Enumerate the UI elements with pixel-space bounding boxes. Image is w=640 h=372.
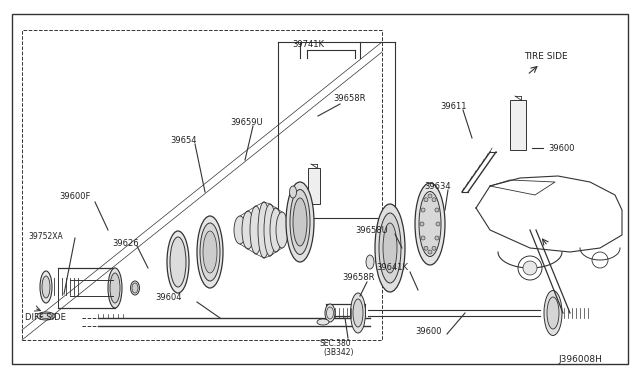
Ellipse shape	[276, 212, 288, 248]
Ellipse shape	[40, 271, 52, 303]
Bar	[510, 100, 526, 150]
Ellipse shape	[428, 250, 432, 254]
Text: 39658U: 39658U	[355, 225, 388, 234]
Text: 39600F: 39600F	[59, 192, 90, 201]
Ellipse shape	[420, 222, 424, 226]
Text: 39626: 39626	[112, 240, 139, 248]
Text: 39654: 39654	[170, 135, 196, 144]
Ellipse shape	[383, 223, 397, 273]
Ellipse shape	[108, 268, 122, 308]
Ellipse shape	[435, 236, 439, 240]
Ellipse shape	[290, 189, 310, 254]
Ellipse shape	[37, 312, 55, 320]
Ellipse shape	[197, 216, 223, 288]
Ellipse shape	[234, 216, 246, 244]
Ellipse shape	[428, 194, 432, 198]
Ellipse shape	[40, 314, 52, 318]
Ellipse shape	[424, 246, 428, 250]
Text: 39658R: 39658R	[342, 273, 374, 282]
Text: J396008H: J396008H	[558, 356, 602, 365]
Bar	[308, 168, 320, 204]
Text: SEC.380: SEC.380	[320, 340, 351, 349]
Ellipse shape	[351, 293, 365, 333]
Ellipse shape	[415, 183, 445, 265]
Ellipse shape	[421, 236, 425, 240]
Ellipse shape	[547, 297, 559, 329]
Text: 39611: 39611	[440, 102, 467, 110]
Ellipse shape	[110, 273, 120, 303]
Text: 39634: 39634	[424, 182, 451, 190]
Ellipse shape	[293, 198, 307, 246]
Ellipse shape	[432, 246, 436, 250]
Ellipse shape	[258, 202, 270, 258]
Ellipse shape	[435, 208, 439, 212]
Ellipse shape	[132, 283, 138, 293]
Ellipse shape	[419, 192, 441, 257]
Ellipse shape	[289, 186, 296, 198]
Text: DIFF SIDE: DIFF SIDE	[25, 314, 66, 323]
Ellipse shape	[326, 307, 333, 319]
Ellipse shape	[131, 281, 140, 295]
Text: 39604: 39604	[155, 294, 182, 302]
Ellipse shape	[421, 208, 425, 212]
Ellipse shape	[242, 211, 254, 249]
Text: 39658R: 39658R	[333, 93, 365, 103]
Ellipse shape	[42, 276, 50, 298]
Ellipse shape	[325, 304, 335, 322]
Ellipse shape	[200, 223, 220, 281]
Text: 39659U: 39659U	[230, 118, 262, 126]
Text: TIRE SIDE: TIRE SIDE	[524, 51, 568, 61]
Ellipse shape	[353, 299, 363, 327]
Ellipse shape	[523, 261, 537, 275]
Ellipse shape	[432, 198, 436, 202]
Text: 39600: 39600	[548, 144, 575, 153]
Ellipse shape	[286, 182, 314, 262]
Ellipse shape	[250, 206, 262, 254]
Text: 39741K: 39741K	[292, 39, 324, 48]
Text: 39752XA: 39752XA	[28, 231, 63, 241]
Text: 39641K: 39641K	[376, 263, 408, 273]
Ellipse shape	[317, 319, 329, 325]
Ellipse shape	[436, 222, 440, 226]
Ellipse shape	[167, 231, 189, 293]
Ellipse shape	[424, 198, 428, 202]
Text: 39600: 39600	[415, 327, 442, 337]
Ellipse shape	[375, 204, 405, 292]
Ellipse shape	[170, 237, 186, 287]
Text: (3B342): (3B342)	[323, 349, 353, 357]
Ellipse shape	[544, 291, 562, 336]
Ellipse shape	[203, 231, 217, 273]
Bar	[22, 30, 382, 340]
Ellipse shape	[379, 213, 401, 283]
Ellipse shape	[270, 208, 282, 252]
Ellipse shape	[264, 204, 276, 256]
Ellipse shape	[366, 255, 374, 269]
